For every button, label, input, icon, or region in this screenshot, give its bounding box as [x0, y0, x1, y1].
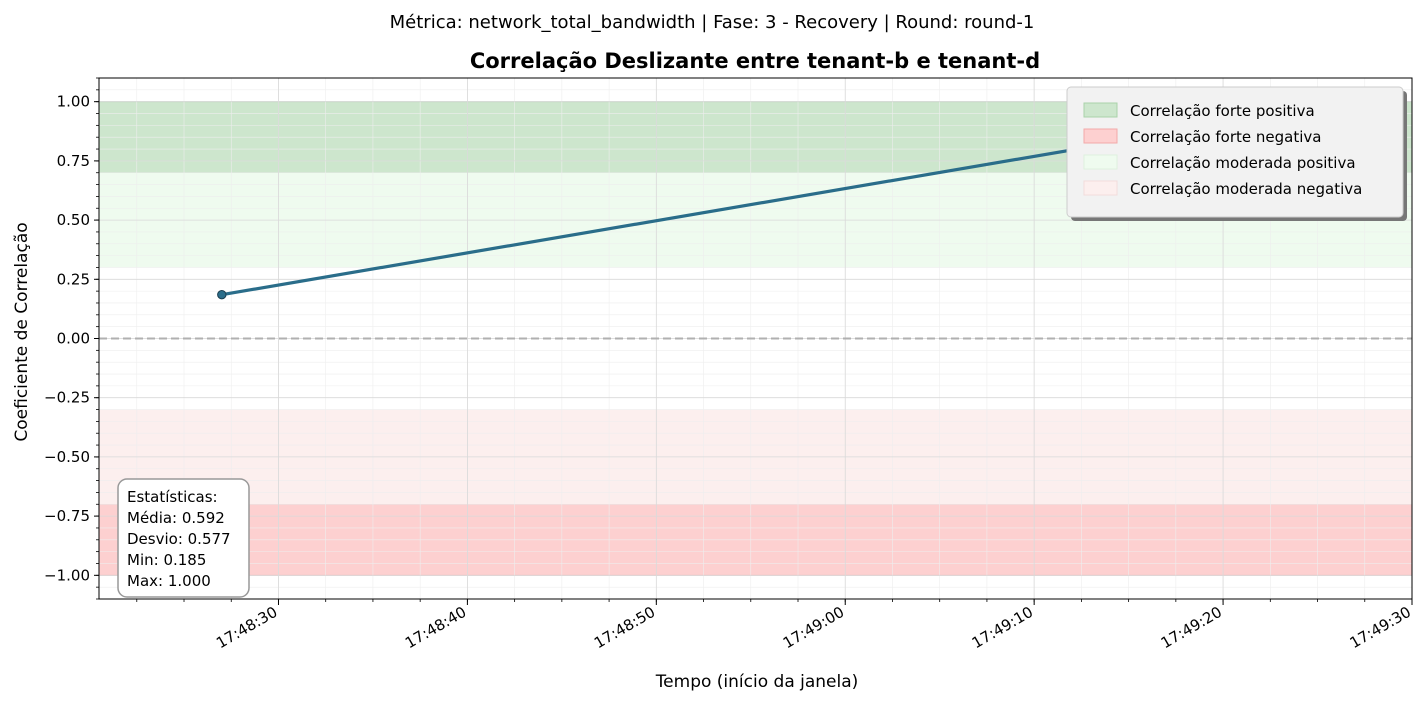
legend-box [1066, 86, 1404, 218]
x-tick-label-1: 17:48:40 [402, 603, 469, 652]
y-tick-label-6: −0.50 [44, 448, 90, 466]
figure-suptitle: Métrica: network_total_bandwidth | Fase:… [390, 12, 1035, 33]
x-axis-label: Tempo (início da janela) [655, 672, 859, 692]
legend-label-2: Correlação moderada positiva [1130, 154, 1356, 172]
y-tick-label-5: −0.25 [44, 389, 90, 407]
stats-max: Max: 1.000 [127, 572, 211, 590]
legend: Correlação forte positiva Correlação fort… [1066, 86, 1407, 221]
y-axis-label: Coeficiente de Correlação [12, 222, 32, 441]
legend-swatch-1 [1083, 128, 1118, 144]
chart-title: Correlação Deslizante entre tenant-b e t… [470, 49, 1040, 73]
legend-swatch-3 [1083, 180, 1118, 196]
x-tick-label-3: 17:49:00 [780, 603, 847, 652]
y-tick-label-0: 1.00 [57, 93, 90, 111]
x-tick-label-2: 17:48:50 [591, 603, 658, 652]
x-tick-label-5: 17:49:20 [1158, 603, 1225, 652]
y-tick-label-4: 0.00 [57, 330, 90, 348]
x-tick-label-4: 17:49:10 [969, 603, 1036, 652]
stats-std: Desvio: 0.577 [127, 530, 231, 548]
y-tick-label-8: −1.00 [44, 566, 90, 584]
stats-box: Estatísticas: Média: 0.592 Desvio: 0.577… [117, 478, 250, 598]
y-tick-label-1: 0.75 [57, 152, 90, 170]
stats-min: Min: 0.185 [127, 551, 206, 569]
x-tick-label-0: 17:48:30 [213, 603, 280, 652]
stats-box-frame [117, 478, 250, 598]
legend-label-3: Correlação moderada negativa [1130, 180, 1362, 198]
stats-mean: Média: 0.592 [127, 509, 225, 527]
legend-swatch-0 [1083, 102, 1118, 118]
y-tick-label-2: 0.50 [57, 211, 90, 229]
legend-label-1: Correlação forte negativa [1130, 128, 1321, 146]
y-tick-label-7: −0.75 [44, 507, 90, 525]
y-tick-label-3: 0.25 [57, 270, 90, 288]
legend-label-0: Correlação forte positiva [1130, 102, 1315, 120]
legend-swatch-2 [1083, 154, 1118, 170]
x-tick-label-6: 17:49:30 [1347, 603, 1414, 652]
stats-header: Estatísticas: [127, 488, 218, 506]
data-point-0 [217, 289, 227, 300]
